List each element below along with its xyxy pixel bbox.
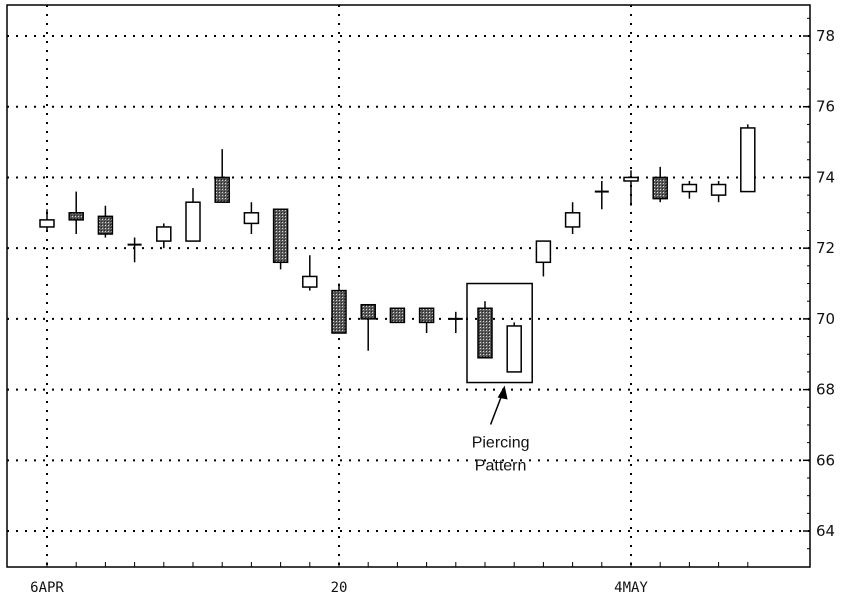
candle — [185, 188, 201, 242]
candle — [564, 202, 581, 235]
candle — [68, 191, 84, 235]
x-tick-label: 4MAY — [614, 580, 648, 596]
candle — [740, 124, 756, 193]
candle — [302, 255, 318, 291]
candle-body-dark — [652, 176, 668, 200]
candle — [156, 223, 172, 249]
candle-body-dark — [214, 176, 230, 203]
candle-body-light — [39, 219, 55, 228]
candle-body-dark — [97, 215, 114, 235]
candle — [389, 307, 406, 324]
candle-body-light — [243, 212, 260, 225]
x-tick-label: 6APR — [30, 580, 64, 596]
candle — [39, 209, 55, 231]
annotation-label: Pattern — [475, 458, 527, 475]
candle-body-dark — [331, 289, 347, 334]
y-tick-label: 76 — [816, 98, 835, 116]
candle — [652, 166, 668, 203]
candle-body-light — [564, 212, 581, 228]
candle-body-dark — [477, 307, 493, 359]
candle-body-light — [710, 183, 727, 196]
candle-body-dark — [68, 212, 84, 221]
plot-frame — [6, 4, 811, 568]
candle — [243, 202, 260, 235]
candle — [623, 170, 639, 206]
x-tick-label: 20 — [331, 580, 348, 596]
candle-body-dark — [360, 303, 376, 320]
candle-body-light — [740, 127, 756, 193]
y-tick-label: 64 — [816, 522, 835, 540]
candle — [214, 149, 230, 203]
candle-body-light — [302, 275, 318, 288]
x-axis: 6APR 20 4MAY — [30, 562, 749, 596]
candle — [477, 301, 493, 359]
candle — [418, 307, 435, 334]
candle — [360, 303, 376, 351]
pattern-highlight-box — [466, 282, 533, 384]
candle — [272, 208, 289, 270]
candle-body-light — [535, 240, 552, 264]
candle — [97, 205, 114, 238]
candle — [448, 311, 463, 334]
y-tick-label: 74 — [816, 168, 835, 186]
y-tick-label: 66 — [816, 451, 835, 469]
candle — [681, 180, 698, 199]
candle-body-dark — [389, 307, 406, 324]
candle — [506, 322, 522, 373]
candle-body-dark — [272, 208, 289, 264]
y-tick-label: 78 — [816, 27, 835, 45]
candle — [710, 180, 727, 203]
candle-body-light — [623, 176, 639, 182]
y-tick-label: 68 — [816, 381, 835, 399]
candle — [535, 240, 552, 277]
annotation-layer: Piercing Pattern — [466, 282, 533, 475]
candle-body-dark — [418, 307, 435, 324]
candle-body-light — [506, 325, 522, 373]
candle — [331, 283, 347, 334]
candle-body-light — [681, 183, 698, 193]
candle-body-light — [156, 226, 172, 242]
candle — [594, 180, 609, 210]
y-tick-label: 70 — [816, 310, 835, 328]
candle — [127, 237, 142, 263]
y-axis: 64 66 68 70 72 74 76 78 — [803, 17, 835, 550]
annotation-arrow-head — [497, 385, 508, 400]
candle-body-light — [185, 201, 201, 242]
annotation-label: Piercing — [472, 435, 530, 452]
candle-layer — [39, 124, 756, 373]
y-tick-label: 72 — [816, 239, 835, 257]
grid-layer — [7, 5, 810, 567]
